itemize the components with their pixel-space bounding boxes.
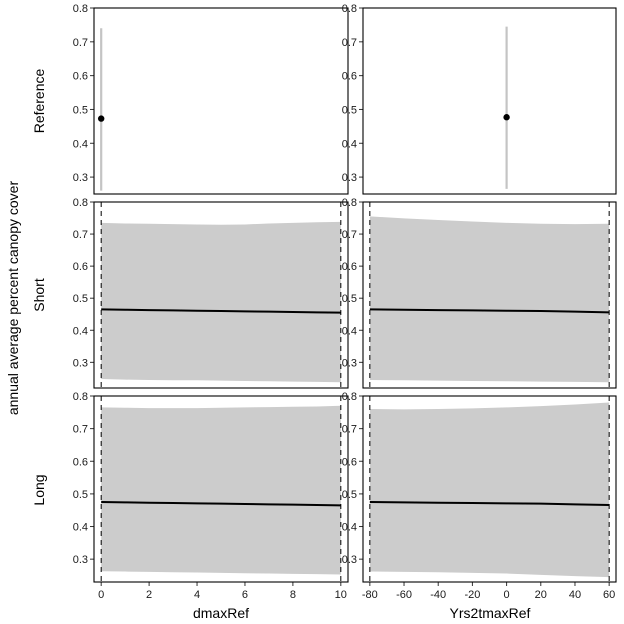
panel-3-ribbon: [369, 216, 610, 383]
panel-2-mean-line: [101, 308, 341, 314]
panel-3-ytick-label-2: 0.5: [342, 293, 357, 305]
panel-5-ytick-label-1: 0.4: [342, 522, 357, 534]
row-label-reference: Reference: [31, 68, 47, 133]
panel-0-ytick-label-0: 0.3: [73, 172, 88, 184]
panel-0-ytick-label-1: 0.4: [73, 138, 88, 150]
panel-5-xtick-label-6: 40: [569, 589, 581, 601]
panel-4-ribbon: [101, 405, 341, 575]
panel-1-ytick-label-4: 0.7: [342, 37, 357, 49]
panel-3-ytick-label-4: 0.7: [342, 229, 357, 241]
panel-2-ytick-label-4: 0.7: [73, 229, 88, 241]
panel-4-xtick-label-0: 0: [98, 589, 104, 601]
y-axis-title: annual average percent canopy cover: [5, 181, 21, 416]
panel-5-ytick-label-4: 0.7: [342, 424, 357, 436]
panel-0-border: [93, 7, 349, 195]
panel-5-xtick-label-0: -80: [362, 589, 378, 601]
panel-3: 0.3 0.4 0.5 0.6 0.7 0.8: [342, 197, 617, 389]
panel-1-ytick-label-3: 0.6: [342, 71, 357, 83]
panel-5: 0.3 0.4 0.5 0.6 0.7 0.8 -80 -60 -40 -20 0 20 40 60: [342, 391, 617, 601]
panel-2-ribbon: [101, 221, 341, 383]
panel-5-border: [362, 395, 617, 583]
panel-1-ytick-label-1: 0.4: [342, 138, 357, 150]
panel-0-point: [97, 115, 105, 122]
panel-5-ytick-label-3: 0.6: [342, 456, 357, 468]
panel-0: 0.3 0.4 0.5 0.6 0.7 0.8: [73, 3, 349, 195]
panel-4: 0.3 0.4 0.5 0.6 0.7 0.8 0 2 4 6 8 10: [73, 391, 349, 601]
panel-4-ytick-label-2: 0.5: [73, 489, 88, 501]
panel-4-ytick-label-3: 0.6: [73, 456, 88, 468]
panel-5-xtick-label-4: 0: [504, 589, 510, 601]
panel-5-xtick-label-3: -20: [464, 589, 480, 601]
panel-1-ytick-label-0: 0.3: [342, 172, 357, 184]
row-label-short: Short: [31, 278, 47, 312]
panel-2-ytick-label-1: 0.4: [73, 325, 88, 337]
panel-5-ytick-label-0: 0.3: [342, 554, 357, 566]
panel-3-ytick-label-3: 0.6: [342, 261, 357, 273]
panel-1-ytick-label-5: 0.8: [342, 3, 357, 15]
panels: 0.30.40.50.60.70.80.30.40.50.60.70.80.30…: [73, 3, 617, 601]
panel-1-point: [503, 114, 510, 121]
panel-4-xtick-label-1: 2: [146, 589, 152, 601]
panel-0-ytick-label-2: 0.5: [73, 104, 88, 116]
panel-3-ytick-label-0: 0.3: [342, 357, 357, 369]
panel-0-ytick-label-5: 0.8: [73, 3, 88, 15]
panel-3-ytick-label-5: 0.8: [342, 197, 357, 209]
panel-2-ytick-label-2: 0.5: [73, 293, 88, 305]
panel-4-xtick-label-2: 4: [194, 589, 200, 601]
x-axis-title-dmaxref: dmaxRef: [193, 605, 249, 621]
panel-2-ytick-label-0: 0.3: [73, 357, 88, 369]
panel-5-ribbon: [369, 402, 610, 578]
panel-3-ytick-label-1: 0.4: [342, 325, 357, 337]
panel-5-mean-line: [369, 501, 610, 506]
panel-5-xtick-label-1: -60: [396, 589, 412, 601]
panel-1-border: [362, 7, 617, 195]
panel-5-ytick-label-2: 0.5: [342, 489, 357, 501]
panel-1: 0.3 0.4 0.5 0.6 0.7 0.8: [342, 3, 617, 195]
panel-4-xtick-label-4: 8: [290, 589, 296, 601]
panel-4-ytick-label-4: 0.7: [73, 424, 88, 436]
x-axis-title-yrs2tmaxref: Yrs2tmaxRef: [450, 605, 531, 621]
panel-2-ytick-label-5: 0.8: [73, 197, 88, 209]
panel-3-mean-line: [369, 308, 610, 314]
panel-5-xtick-label-5: 20: [535, 589, 547, 601]
panel-0-ytick-label-4: 0.7: [73, 37, 88, 49]
panel-4-xtick-label-5: 10: [335, 589, 347, 601]
panel-4-border: [93, 395, 349, 583]
panel-1-ytick-label-2: 0.5: [342, 104, 357, 116]
panel-2-ytick-label-3: 0.6: [73, 261, 88, 273]
panel-3-border: [362, 201, 617, 389]
panel-2: 0.3 0.4 0.5 0.6 0.7 0.8: [73, 197, 349, 389]
panel-4-ytick-label-5: 0.8: [73, 391, 88, 403]
row-label-long: Long: [31, 474, 47, 505]
panel-4-xtick-label-3: 6: [242, 589, 248, 601]
panel-0-ytick-label-3: 0.6: [73, 71, 88, 83]
panel-4-ytick-label-0: 0.3: [73, 554, 88, 566]
panel-4-mean-line: [101, 501, 341, 507]
panel-4-ytick-label-1: 0.4: [73, 522, 88, 534]
panel-5-xtick-label-2: -40: [430, 589, 446, 601]
panel-2-border: [93, 201, 349, 389]
panel-5-xtick-label-7: 60: [603, 589, 615, 601]
panel-5-ytick-label-5: 0.8: [342, 391, 357, 403]
